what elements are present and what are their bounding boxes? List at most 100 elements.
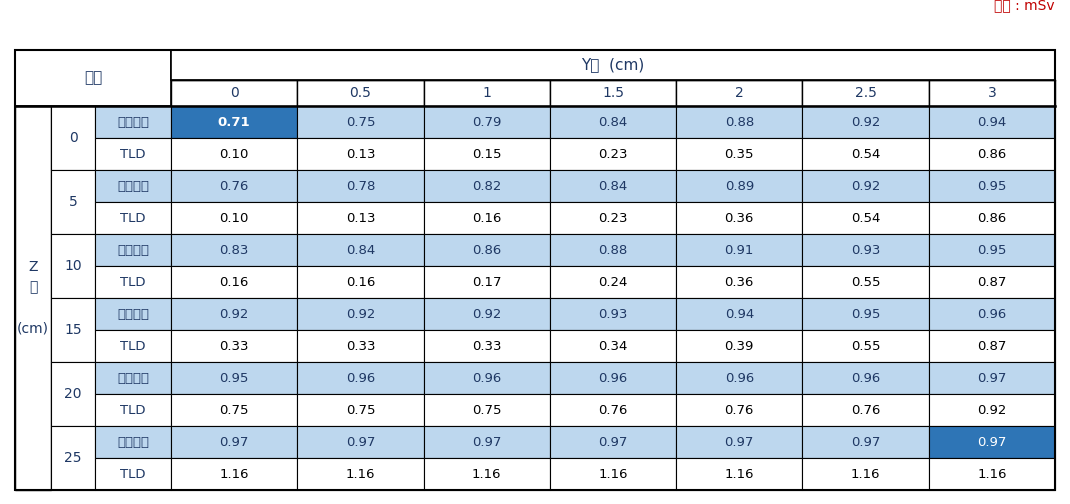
Text: 0.23: 0.23 (598, 212, 628, 224)
Text: 1: 1 (483, 86, 491, 100)
Text: 0.92: 0.92 (472, 307, 502, 321)
Text: 0.96: 0.96 (472, 371, 502, 385)
Text: 0.94: 0.94 (977, 115, 1007, 129)
Bar (95, 330, 171, 362)
Text: 0.75: 0.75 (346, 115, 376, 129)
Bar (676, 362, 802, 394)
Bar (171, 458, 297, 490)
Text: 0.84: 0.84 (598, 179, 628, 193)
Text: 1.16: 1.16 (346, 468, 376, 480)
Bar (424, 170, 550, 202)
Bar (929, 170, 1055, 202)
Bar (297, 298, 424, 330)
Text: 구분: 구분 (83, 71, 102, 86)
Bar (676, 234, 802, 266)
Bar (550, 106, 676, 138)
Text: 0.55: 0.55 (851, 276, 881, 288)
Text: 10: 10 (64, 259, 81, 273)
Text: 20: 20 (64, 387, 81, 401)
Bar (51, 298, 95, 362)
Text: 0.92: 0.92 (851, 179, 881, 193)
Bar (676, 298, 802, 330)
Bar (171, 80, 297, 106)
Text: 0.24: 0.24 (598, 276, 628, 288)
Bar (929, 330, 1055, 362)
Bar (802, 266, 929, 298)
Text: 0.34: 0.34 (598, 340, 628, 352)
Bar (171, 426, 297, 458)
Bar (424, 202, 550, 234)
Text: 0.33: 0.33 (346, 340, 376, 352)
Text: 0.75: 0.75 (219, 404, 249, 416)
Bar (297, 362, 424, 394)
Text: 25: 25 (64, 451, 81, 465)
Bar (95, 202, 171, 234)
Bar (297, 426, 424, 458)
Bar (550, 202, 676, 234)
Text: 15: 15 (64, 323, 81, 337)
Text: TLD: TLD (120, 276, 146, 288)
Bar (424, 394, 550, 426)
Text: 0.55: 0.55 (851, 340, 881, 352)
Text: 0.16: 0.16 (219, 276, 249, 288)
Bar (297, 170, 424, 202)
Text: 0.97: 0.97 (977, 435, 1007, 449)
Text: 단위 : mSv: 단위 : mSv (994, 0, 1055, 12)
Bar (297, 458, 424, 490)
Bar (676, 138, 802, 170)
Text: 0.97: 0.97 (346, 435, 376, 449)
Bar (929, 298, 1055, 330)
Text: TLD: TLD (120, 404, 146, 416)
Bar (676, 80, 802, 106)
Bar (171, 50, 1055, 80)
Text: 0.16: 0.16 (472, 212, 502, 224)
Bar (676, 106, 802, 138)
Bar (802, 106, 929, 138)
Bar (550, 298, 676, 330)
Bar (802, 330, 929, 362)
Bar (676, 458, 802, 490)
Bar (929, 362, 1055, 394)
Bar (802, 426, 929, 458)
Bar (171, 266, 297, 298)
Bar (929, 234, 1055, 266)
Bar (297, 394, 424, 426)
Bar (171, 330, 297, 362)
Text: 0: 0 (230, 86, 239, 100)
Bar (802, 170, 929, 202)
Text: 0.54: 0.54 (851, 148, 881, 160)
Text: TLD: TLD (120, 340, 146, 352)
Text: TLD: TLD (120, 212, 146, 224)
Bar (424, 80, 550, 106)
Text: 0: 0 (68, 131, 77, 145)
Bar (95, 394, 171, 426)
Bar (802, 234, 929, 266)
Text: 0.33: 0.33 (219, 340, 249, 352)
Text: 0.92: 0.92 (219, 307, 249, 321)
Bar (676, 426, 802, 458)
Bar (95, 234, 171, 266)
Text: 0.97: 0.97 (977, 371, 1007, 385)
Text: 0.97: 0.97 (851, 435, 881, 449)
Text: 0.95: 0.95 (977, 243, 1007, 257)
Bar (929, 426, 1055, 458)
Text: 1.16: 1.16 (977, 468, 1007, 480)
Bar (15, 106, 51, 490)
Bar (297, 138, 424, 170)
Text: 0.79: 0.79 (472, 115, 502, 129)
Text: 0.95: 0.95 (219, 371, 249, 385)
Bar (929, 106, 1055, 138)
Bar (550, 80, 676, 106)
Text: 0.13: 0.13 (346, 212, 376, 224)
Bar (802, 80, 929, 106)
Bar (95, 426, 171, 458)
Text: 0.97: 0.97 (472, 435, 502, 449)
Text: 0.76: 0.76 (598, 404, 628, 416)
Text: 전신유효: 전신유효 (117, 307, 149, 321)
Text: 0.86: 0.86 (472, 243, 502, 257)
Text: 1.16: 1.16 (851, 468, 881, 480)
Bar (676, 170, 802, 202)
Bar (676, 394, 802, 426)
Text: 0.39: 0.39 (724, 340, 754, 352)
Bar (802, 362, 929, 394)
